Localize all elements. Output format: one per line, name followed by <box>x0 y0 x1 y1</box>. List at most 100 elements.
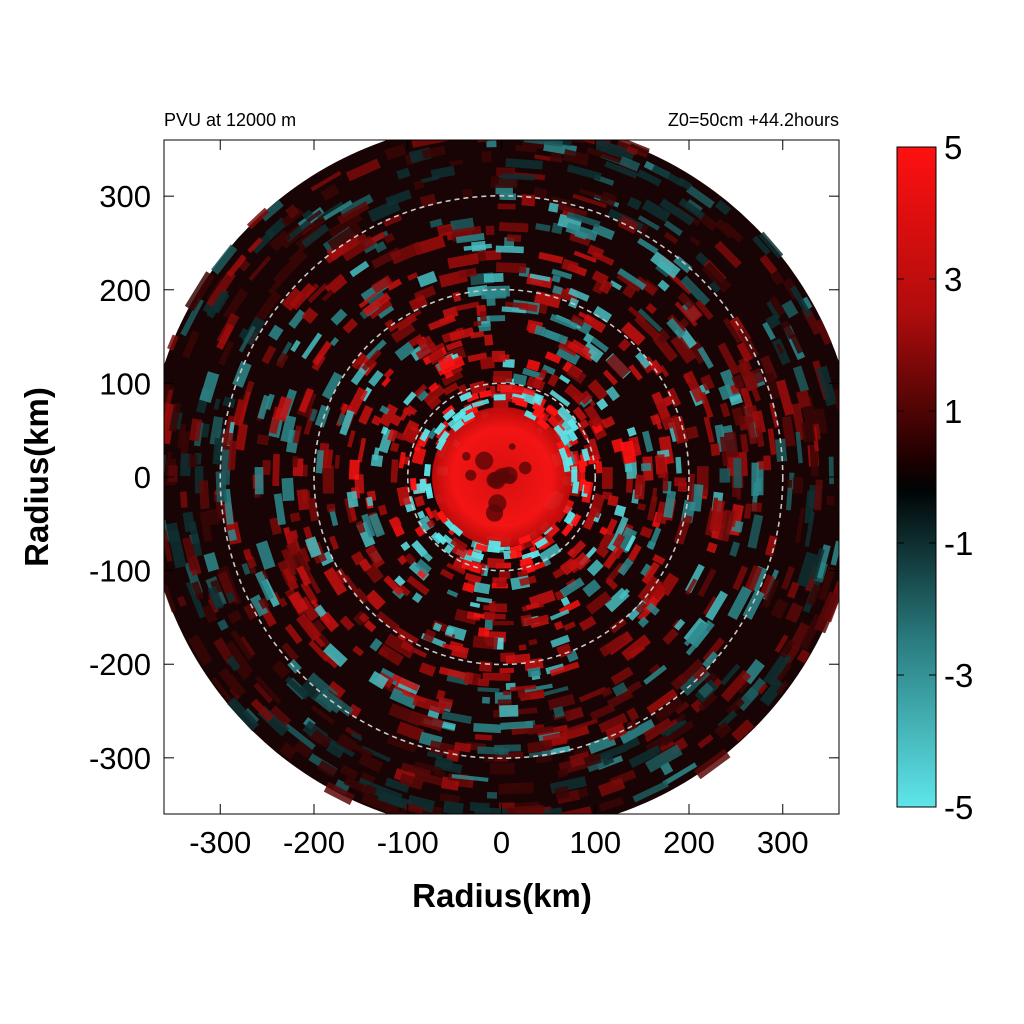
core-ring-speckle <box>465 392 480 403</box>
field-speckle <box>547 373 560 387</box>
field-speckle <box>441 711 472 725</box>
field-speckle <box>652 333 678 363</box>
field-speckle <box>728 393 743 406</box>
field-speckle <box>675 713 687 723</box>
field-speckle <box>225 591 236 603</box>
field-speckle <box>739 433 749 453</box>
field-speckle <box>421 145 447 160</box>
field-speckle <box>533 187 548 200</box>
field-speckle <box>288 529 299 541</box>
field-speckle <box>393 625 419 644</box>
field-speckle <box>296 565 312 587</box>
field-speckle <box>285 676 310 700</box>
field-speckle <box>613 547 625 560</box>
field-speckle <box>637 215 660 231</box>
field-speckle <box>764 535 778 557</box>
field-speckle <box>371 415 382 427</box>
field-speckle <box>583 404 604 428</box>
field-speckle <box>485 225 495 236</box>
field-speckle <box>602 369 618 386</box>
field-speckle <box>673 255 693 274</box>
field-speckle <box>653 415 663 430</box>
field-speckle <box>384 777 410 793</box>
core-ring-speckle <box>409 478 417 491</box>
core-ring-speckle <box>450 524 464 537</box>
colorbar: 5 3 1 -1 -3 -5 <box>896 129 973 826</box>
field-speckle <box>451 225 482 238</box>
field-speckle <box>806 583 822 606</box>
field-speckle <box>849 479 861 512</box>
field-speckle <box>382 214 403 227</box>
field-speckle <box>591 337 609 353</box>
field-speckle <box>626 426 637 437</box>
field-speckle <box>362 292 391 317</box>
field-speckle <box>628 364 643 381</box>
field-speckle <box>301 209 313 220</box>
field-speckle <box>330 308 348 326</box>
field-speckle <box>243 602 260 621</box>
field-speckle <box>553 706 565 719</box>
field-speckle <box>785 602 804 624</box>
field-speckle <box>411 446 427 465</box>
field-speckle <box>518 302 538 312</box>
field-speckle <box>785 487 793 511</box>
field-speckle <box>334 454 341 469</box>
field-speckle <box>692 666 709 682</box>
field-speckle <box>624 535 637 552</box>
field-speckle <box>702 651 719 669</box>
field-speckle <box>248 255 272 282</box>
reference-circles <box>219 194 784 760</box>
field-speckle <box>499 121 533 133</box>
field-speckle <box>418 662 437 677</box>
field-speckle <box>422 383 446 406</box>
field-speckle <box>454 301 480 312</box>
field-speckle <box>456 819 480 830</box>
field-speckle <box>471 398 490 408</box>
field-speckle <box>390 459 399 483</box>
field-speckle <box>568 287 590 302</box>
field-speckle <box>570 339 591 355</box>
field-speckle <box>429 218 443 228</box>
x-tick-label: 200 <box>663 825 715 860</box>
field-speckle <box>384 143 407 161</box>
field-speckle <box>419 124 450 138</box>
field-speckle <box>566 341 592 361</box>
field-speckle <box>405 404 418 416</box>
field-speckle <box>483 334 494 346</box>
field-speckle <box>206 270 236 309</box>
field-speckle <box>463 671 474 685</box>
field-speckle <box>281 287 305 312</box>
field-speckle <box>592 305 613 323</box>
field-speckle <box>580 419 590 429</box>
field-speckle <box>184 271 216 312</box>
colorbar-label: -3 <box>944 657 973 694</box>
field-speckle <box>497 203 516 210</box>
field-speckle <box>599 191 618 208</box>
field-speckle <box>323 566 348 596</box>
field-speckle <box>640 462 652 472</box>
field-speckle <box>473 612 485 619</box>
field-speckle <box>781 566 795 591</box>
field-speckle <box>598 796 625 812</box>
field-speckle <box>664 719 688 737</box>
field-speckle <box>339 409 355 436</box>
field-speckle <box>722 317 742 344</box>
field-speckle <box>644 718 679 743</box>
field-speckle <box>661 720 695 746</box>
field-speckle <box>642 430 654 453</box>
field-speckle <box>417 510 426 520</box>
field-speckle <box>792 476 804 494</box>
field-speckle <box>403 552 417 566</box>
field-speckle <box>267 705 292 729</box>
field-speckle <box>719 368 742 403</box>
colorbar-label: 5 <box>944 129 962 166</box>
field-speckle <box>559 577 585 598</box>
field-speckle <box>718 383 734 401</box>
field-speckle <box>336 413 347 426</box>
field-speckle <box>697 682 714 699</box>
field-speckle <box>554 785 570 800</box>
field-speckle <box>751 502 763 513</box>
field-speckle <box>654 697 684 723</box>
field-speckle <box>814 591 839 634</box>
field-speckle <box>719 436 729 467</box>
